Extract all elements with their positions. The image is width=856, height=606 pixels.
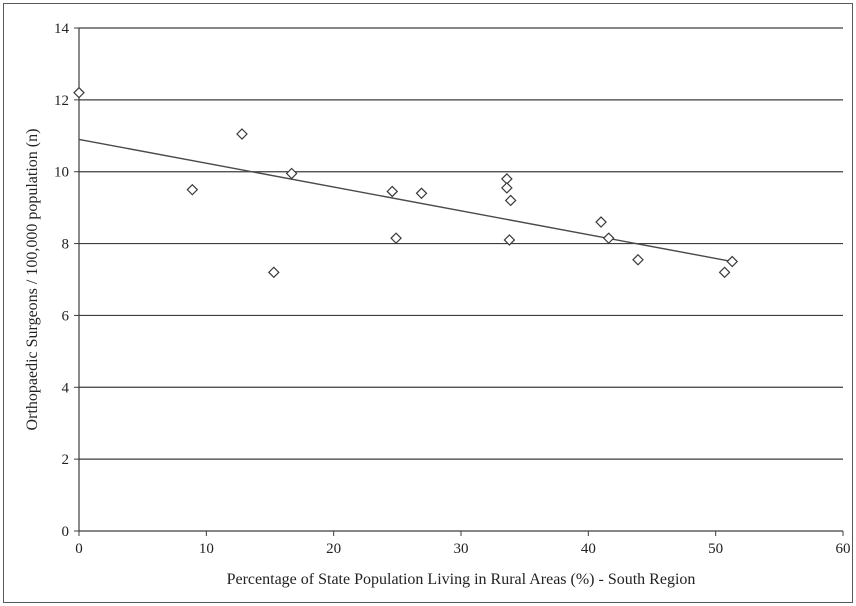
x-tick-label: 40 [581,541,596,557]
data-point [415,187,428,200]
gridlines [79,27,843,460]
data-point [500,182,513,194]
data-point [602,232,615,245]
data-point [186,183,199,196]
y-tick-label: 12 [54,93,69,109]
data-point [595,216,607,228]
data-point [726,255,739,268]
data-point [73,86,85,99]
x-tick-label: 0 [75,541,83,557]
y-tick-label: 8 [62,237,70,253]
x-tick-label: 50 [708,541,723,557]
y-tick-label: 4 [62,380,70,396]
data-points [73,86,739,279]
chart-frame [3,3,853,603]
data-point [386,185,399,198]
data-point [718,266,731,279]
data-point [632,253,644,266]
data-point [503,234,516,246]
data-point [236,128,248,140]
x-axis-title: Percentage of State Population Living in… [227,571,696,588]
data-point [285,167,298,180]
y-tick-label: 6 [62,308,70,324]
data-point [267,266,280,279]
y-axis-title: Orthopaedic Surgeons / 100,000 populatio… [24,129,41,431]
y-tick-label: 10 [54,165,69,181]
y-tick-label: 14 [54,21,70,37]
x-tick-label: 20 [326,541,341,557]
axes [74,27,844,536]
x-tick-label: 30 [454,541,469,557]
data-point [390,232,402,245]
x-tick-label: 10 [199,541,214,557]
x-tick-label: 60 [836,541,851,557]
tick-labels: 0 2 4 6 8 10 12 14 0 10 20 30 40 50 60 [54,21,851,557]
data-point [504,194,517,207]
y-tick-label: 2 [62,452,70,468]
y-tick-label: 0 [62,524,70,540]
trendline [78,138,733,263]
trendline-layer [78,138,733,263]
